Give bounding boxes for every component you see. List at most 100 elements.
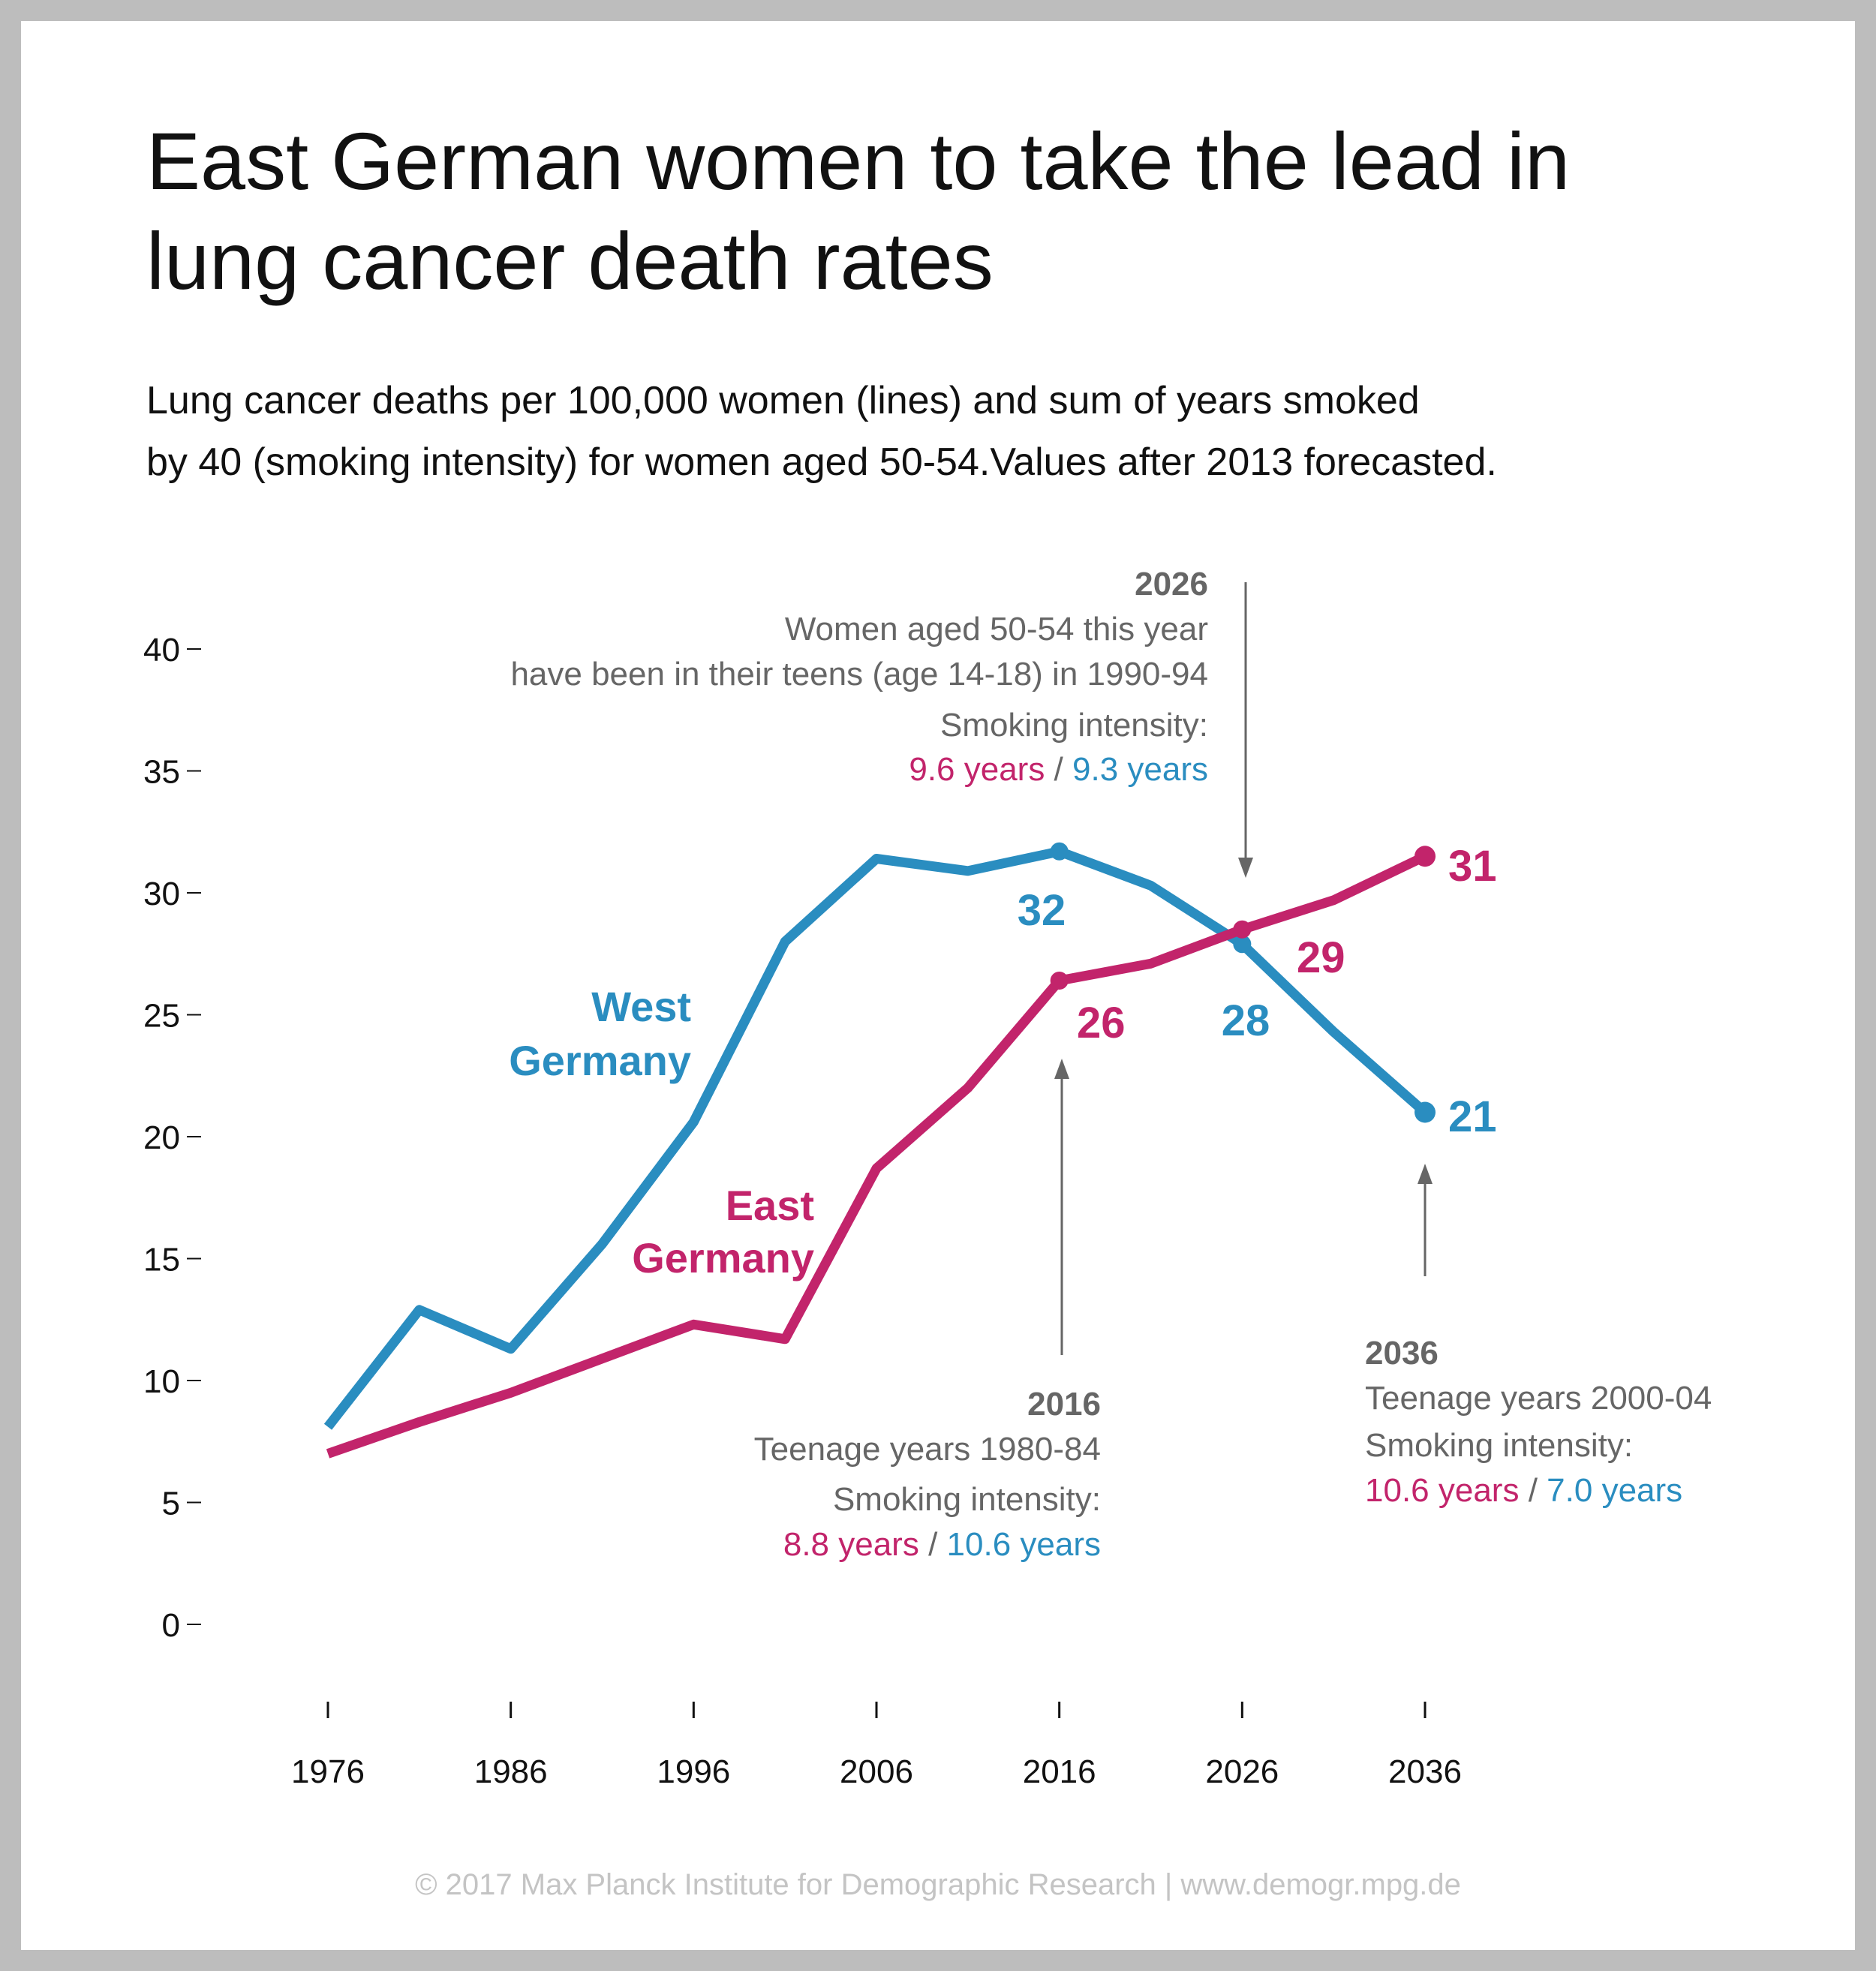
y-axis: 0 5 10 15 20 25 30 35 40: [143, 632, 201, 1644]
y-tick-label-2: 10: [143, 1363, 180, 1400]
annotation-2026-sep-post: [1063, 751, 1072, 788]
y-tick-label-4: 20: [143, 1119, 180, 1156]
west-label-2036: 21: [1448, 1092, 1497, 1141]
annotation-2026: 2026 Women aged 50-54 this year have bee…: [510, 566, 1208, 788]
x-tick-label-4: 2016: [1023, 1753, 1096, 1790]
annotation-2016-intensity-label: Smoking intensity:: [833, 1481, 1101, 1518]
copyright-footer: © 2017 Max Planck Institute for Demograp…: [415, 1868, 1461, 1901]
west-germany-line: [323, 846, 1429, 1430]
y-tick-6: 30: [143, 876, 201, 912]
annotation-2026-intensity-label: Smoking intensity:: [940, 707, 1208, 744]
west-germany-series: [323, 842, 1436, 1430]
x-tick-label-2: 1996: [657, 1753, 730, 1790]
y-tick-label-8: 40: [143, 632, 180, 669]
annotation-2016-intensity-values: 8.8 years / 10.6 years: [783, 1526, 1101, 1563]
subtitle-line-2: by 40 (smoking intensity) for women aged…: [146, 440, 1497, 484]
x-tick-1: 1986: [474, 1702, 548, 1790]
east-label-2016: 26: [1077, 999, 1126, 1047]
annotation-2026-sep-pre: [1045, 751, 1054, 788]
y-tick-label-7: 35: [143, 754, 180, 791]
title-line-2: lung cancer death rates: [146, 215, 994, 306]
annotation-2036-separator: /: [1529, 1472, 1538, 1509]
east-germany-line: [326, 852, 1427, 1459]
y-tick-8: 40: [143, 632, 201, 669]
x-tick-label-3: 2006: [840, 1753, 913, 1790]
y-tick-7: 35: [143, 754, 201, 791]
x-axis: 1976 1986 1996 2006 2016 2026 2036: [291, 1702, 1462, 1790]
x-tick-label-5: 2026: [1205, 1753, 1279, 1790]
chart-card: East German women to take the lead in lu…: [21, 21, 1855, 1950]
y-tick-label-6: 30: [143, 876, 180, 912]
east-germany-label-line-1: East: [726, 1182, 814, 1229]
arrow-2036-head: [1418, 1164, 1433, 1184]
annotation-2016-separator: /: [928, 1526, 938, 1563]
x-tick-label-0: 1976: [291, 1753, 365, 1790]
y-tick-3: 15: [143, 1242, 201, 1278]
east-label-2036: 31: [1448, 842, 1497, 891]
west-point-2016: [1050, 842, 1069, 861]
y-tick-2: 10: [143, 1363, 201, 1400]
arrow-2016-head: [1054, 1059, 1069, 1079]
annotation-2026-east-value: 9.6 years: [909, 751, 1045, 788]
x-tick-2: 1996: [657, 1702, 730, 1790]
chart-title: East German women to take the lead in lu…: [146, 111, 1797, 311]
annotation-arrows: [1054, 582, 1433, 1355]
annotation-2026-line-1: Women aged 50-54 this year: [785, 611, 1208, 647]
chart-subtitle: Lung cancer deaths per 100,000 women (li…: [146, 370, 1835, 493]
annotation-2036: 2036 Teenage years 2000-04 Smoking inten…: [1365, 1335, 1712, 1509]
east-germany-series: [326, 846, 1436, 1459]
annotation-2036-sep-pre: [1519, 1472, 1528, 1509]
x-tick-label-6: 2036: [1388, 1753, 1462, 1790]
annotation-2036-line-1: Teenage years 2000-04: [1365, 1380, 1712, 1417]
annotation-2016: 2016 Teenage years 1980-84 Smoking inten…: [754, 1386, 1101, 1563]
annotation-2016-year: 2016: [1027, 1386, 1101, 1423]
annotation-2016-east-value: 8.8 years: [783, 1526, 919, 1563]
x-tick-3: 2006: [840, 1702, 913, 1790]
subtitle-line-1: Lung cancer deaths per 100,000 women (li…: [146, 379, 1420, 422]
y-tick-label-1: 5: [162, 1486, 180, 1522]
line-chart: 0 5 10 15 20 25 30 35 40 1976 1986 1996 …: [143, 566, 1712, 1790]
east-label-2026: 29: [1297, 933, 1345, 982]
annotation-2036-year: 2036: [1365, 1335, 1439, 1372]
annotation-2036-intensity-values: 10.6 years / 7.0 years: [1365, 1472, 1682, 1509]
data-labels: 32 28 21 26 29 31: [1018, 842, 1497, 1141]
x-tick-0: 1976: [291, 1702, 365, 1790]
y-tick-label-5: 25: [143, 998, 180, 1035]
y-tick-4: 20: [143, 1119, 201, 1156]
annotation-2036-west-value: 7.0 years: [1547, 1472, 1682, 1509]
annotation-2026-intensity-values: 9.6 years / 9.3 years: [909, 751, 1208, 788]
series-labels: West Germany East Germany: [509, 983, 814, 1281]
west-label-2016: 32: [1018, 886, 1066, 935]
west-germany-label-line-2: Germany: [509, 1037, 691, 1084]
east-point-2016: [1050, 972, 1069, 990]
title-line-1: East German women to take the lead in: [146, 116, 1571, 206]
annotation-2016-west-value: 10.6 years: [947, 1526, 1101, 1563]
y-tick-label-3: 15: [143, 1242, 180, 1278]
annotation-2036-sep-post: [1538, 1472, 1547, 1509]
east-germany-label-line-2: Germany: [632, 1234, 814, 1281]
east-point-2036: [1415, 846, 1436, 867]
y-tick-label-0: 0: [162, 1607, 180, 1644]
annotation-2026-west-value: 9.3 years: [1072, 751, 1208, 788]
y-tick-0: 0: [162, 1607, 201, 1644]
annotation-2016-sep-post: [937, 1526, 946, 1563]
west-germany-label-line-1: West: [591, 983, 691, 1030]
y-tick-5: 25: [143, 998, 201, 1035]
west-point-2026: [1233, 935, 1252, 954]
annotation-2026-separator: /: [1054, 751, 1064, 788]
west-label-2026: 28: [1222, 996, 1270, 1045]
x-tick-label-1: 1986: [474, 1753, 548, 1790]
x-tick-6: 2036: [1388, 1702, 1462, 1790]
y-tick-1: 5: [162, 1486, 201, 1522]
x-tick-5: 2026: [1205, 1702, 1279, 1790]
annotation-2016-sep-pre: [919, 1526, 928, 1563]
annotation-2026-line-2: have been in their teens (age 14-18) in …: [510, 656, 1208, 693]
annotation-2036-intensity-label: Smoking intensity:: [1365, 1427, 1633, 1464]
arrow-2026-head: [1238, 858, 1253, 878]
annotation-2026-year: 2026: [1135, 566, 1208, 602]
east-point-2026: [1233, 920, 1252, 939]
west-point-2036: [1415, 1101, 1436, 1123]
x-tick-4: 2016: [1023, 1702, 1096, 1790]
annotation-2036-east-value: 10.6 years: [1365, 1472, 1519, 1509]
annotation-2016-line-1: Teenage years 1980-84: [754, 1431, 1101, 1468]
